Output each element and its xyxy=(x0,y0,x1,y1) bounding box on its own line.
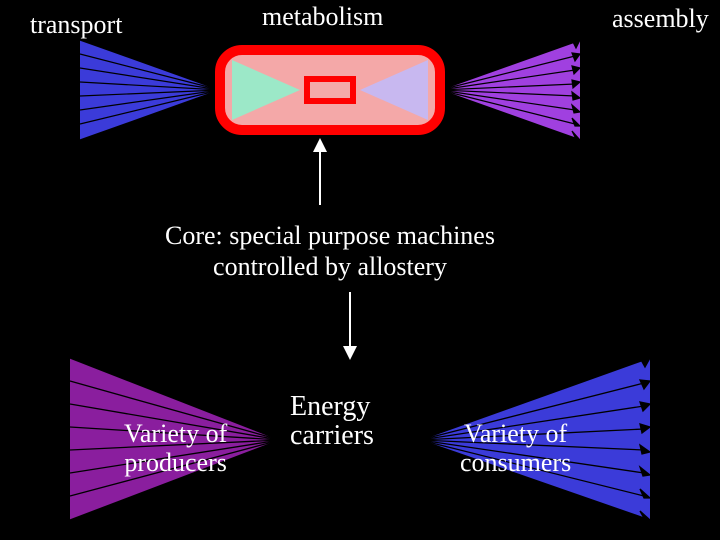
producers-line2: producers xyxy=(124,448,227,477)
consumers-label: Variety of consumers xyxy=(460,420,571,477)
producers-label: Variety of producers xyxy=(124,420,227,477)
energy-line1: Energy xyxy=(290,391,370,422)
producers-line1: Variety of xyxy=(124,419,227,448)
consumers-line1: Variety of xyxy=(464,419,567,448)
energy-line2: carriers xyxy=(290,420,374,451)
energy-carriers-label: Energy carriers xyxy=(290,392,374,451)
consumers-line2: consumers xyxy=(460,448,571,477)
bottom-bowtie-diagram xyxy=(0,0,720,540)
